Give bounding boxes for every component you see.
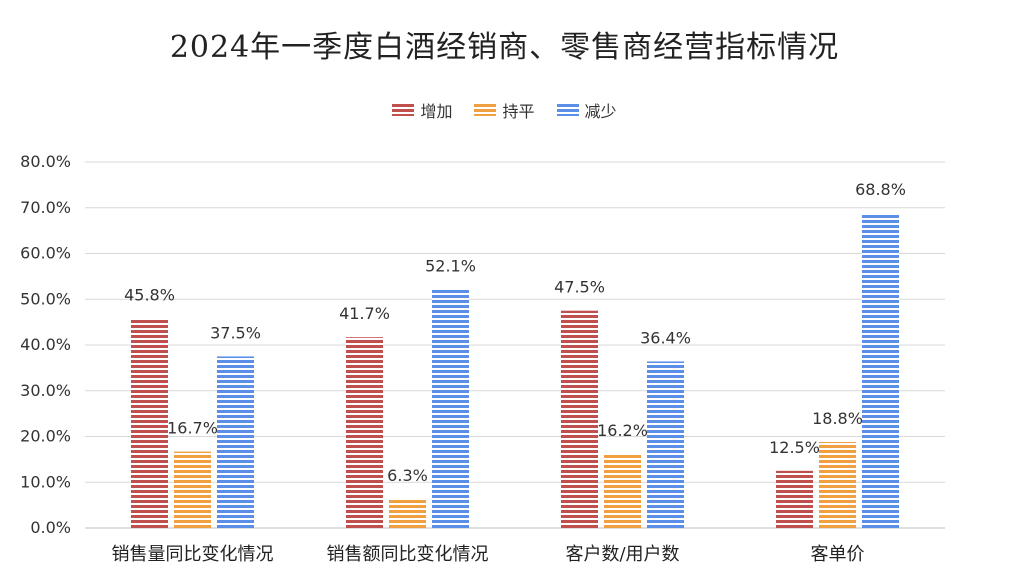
legend-item-decrease: 减少	[556, 98, 617, 122]
legend-swatch-flat	[474, 104, 497, 116]
x-tick-label: 销售额同比变化情况	[327, 544, 489, 565]
bar	[346, 337, 383, 528]
x-axis: 销售量同比变化情况 销售额同比变化情况 客户数/用户数 客单价	[112, 544, 865, 565]
data-label: 47.5%	[554, 278, 605, 297]
data-label: 41.7%	[339, 304, 390, 323]
bar	[561, 310, 598, 528]
y-tick-label: 60.0%	[20, 244, 71, 263]
data-label: 6.3%	[387, 466, 428, 485]
bars	[131, 213, 899, 529]
data-label: 18.8%	[812, 409, 863, 428]
bar	[604, 453, 641, 528]
x-tick-label: 销售量同比变化情况	[112, 544, 274, 565]
y-tick-label: 30.0%	[20, 381, 71, 400]
legend: 增加 持平 减少	[0, 98, 1009, 122]
y-tick-label: 70.0%	[20, 198, 71, 217]
bar	[131, 318, 168, 528]
legend-label-increase: 增加	[420, 102, 453, 121]
x-tick-label: 客单价	[811, 544, 865, 565]
data-label: 36.4%	[640, 328, 691, 347]
x-tick-label: 客户数/用户数	[565, 544, 679, 565]
gridlines	[85, 161, 945, 529]
bar	[819, 441, 856, 528]
y-tick-label: 20.0%	[20, 427, 71, 446]
y-tick-label: 80.0%	[20, 152, 71, 171]
data-label: 68.8%	[855, 180, 906, 199]
bar	[217, 356, 254, 528]
legend-label-decrease: 减少	[584, 102, 617, 121]
bar	[389, 499, 426, 528]
data-label: 45.8%	[124, 285, 175, 304]
data-label: 52.1%	[425, 257, 476, 276]
data-label: 12.5%	[769, 438, 820, 457]
data-labels: 45.8% 16.7% 37.5% 41.7% 6.3% 52.1% 47.5% 16.2% 3…	[124, 180, 906, 485]
data-label: 37.5%	[210, 323, 261, 342]
legend-label-flat: 持平	[502, 102, 535, 121]
bar	[862, 213, 899, 529]
y-tick-label: 50.0%	[20, 289, 71, 308]
legend-item-flat: 持平	[474, 98, 535, 122]
legend-swatch-increase	[392, 104, 415, 116]
y-tick-label: 40.0%	[20, 335, 71, 354]
bar	[647, 361, 684, 528]
bar	[174, 451, 211, 528]
bar	[432, 289, 469, 528]
data-label: 16.7%	[167, 419, 218, 438]
data-label: 16.2%	[597, 421, 648, 440]
bar	[776, 470, 813, 528]
y-tick-label: 10.0%	[20, 472, 71, 491]
chart-title: 2024年一季度白酒经销商、零售商经营指标情况	[169, 30, 840, 65]
y-tick-label: 0.0%	[30, 518, 71, 537]
legend-item-increase: 增加	[392, 98, 452, 122]
legend-swatch-decrease	[556, 104, 579, 116]
